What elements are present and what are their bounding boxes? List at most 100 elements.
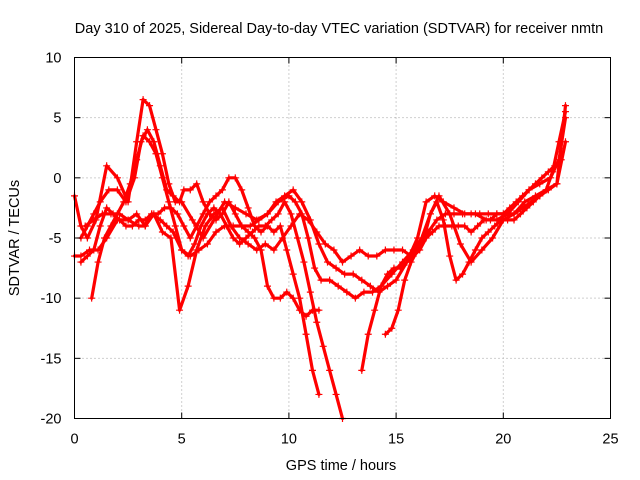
data-point bbox=[326, 276, 334, 284]
data-point bbox=[141, 216, 149, 224]
data-point bbox=[512, 198, 520, 206]
data-point bbox=[416, 246, 424, 254]
data-point bbox=[296, 294, 304, 302]
y-tick-label: 10 bbox=[45, 51, 61, 67]
data-point bbox=[561, 108, 569, 116]
data-point bbox=[555, 138, 563, 146]
data-point bbox=[193, 180, 201, 188]
data-point bbox=[510, 210, 518, 218]
data-point bbox=[351, 294, 359, 302]
data-point bbox=[390, 264, 398, 272]
data-point bbox=[148, 210, 156, 218]
series-track-2 bbox=[71, 114, 569, 296]
data-point bbox=[381, 246, 389, 254]
data-point bbox=[291, 198, 299, 206]
data-point bbox=[308, 366, 316, 374]
data-point bbox=[364, 252, 372, 260]
data-point bbox=[143, 126, 151, 134]
data-point bbox=[199, 198, 207, 206]
data-point bbox=[450, 204, 458, 212]
data-point bbox=[251, 234, 259, 242]
data-point bbox=[476, 210, 484, 218]
data-point bbox=[212, 228, 220, 236]
data-point bbox=[103, 204, 111, 212]
data-point bbox=[392, 276, 400, 284]
data-point bbox=[88, 294, 96, 302]
data-point bbox=[180, 222, 188, 230]
data-point bbox=[186, 186, 194, 194]
data-point bbox=[300, 258, 308, 266]
data-point bbox=[212, 216, 220, 224]
data-point bbox=[452, 276, 460, 284]
data-point bbox=[330, 246, 338, 254]
data-point bbox=[358, 366, 366, 374]
data-point bbox=[341, 270, 349, 278]
data-point bbox=[152, 126, 160, 134]
data-point bbox=[176, 198, 184, 206]
data-point bbox=[96, 222, 104, 230]
data-point bbox=[326, 366, 334, 374]
series-track-5 bbox=[88, 132, 346, 422]
data-point bbox=[116, 216, 124, 224]
data-point bbox=[321, 240, 329, 248]
data-point bbox=[210, 210, 218, 218]
data-point bbox=[332, 264, 340, 272]
data-point bbox=[152, 150, 160, 158]
data-point bbox=[313, 228, 321, 236]
data-point bbox=[381, 330, 389, 338]
data-point bbox=[519, 192, 527, 200]
data-point bbox=[107, 222, 115, 230]
data-point bbox=[448, 222, 456, 230]
data-point bbox=[538, 174, 546, 182]
data-point bbox=[366, 282, 374, 290]
data-point bbox=[90, 246, 98, 254]
data-point bbox=[317, 276, 325, 284]
data-point bbox=[296, 210, 304, 218]
data-point bbox=[225, 174, 233, 182]
data-point bbox=[270, 246, 278, 254]
data-point bbox=[178, 246, 186, 254]
data-series bbox=[71, 96, 569, 422]
y-axis-label: SDTVAR / TECUs bbox=[7, 180, 23, 296]
data-point bbox=[396, 264, 404, 272]
data-point bbox=[244, 204, 252, 212]
grid-lines bbox=[74, 57, 611, 419]
series-line bbox=[360, 158, 563, 372]
data-point bbox=[154, 210, 162, 218]
data-point bbox=[474, 222, 482, 230]
data-point bbox=[206, 198, 214, 206]
data-point bbox=[270, 294, 278, 302]
data-point bbox=[516, 210, 524, 218]
data-point bbox=[109, 210, 117, 218]
data-point bbox=[268, 216, 276, 224]
data-point bbox=[439, 198, 447, 206]
data-point bbox=[506, 204, 514, 212]
data-point bbox=[167, 204, 175, 212]
data-point bbox=[356, 246, 364, 254]
data-point bbox=[561, 102, 569, 110]
data-point bbox=[435, 222, 443, 230]
data-point bbox=[120, 198, 128, 206]
data-point bbox=[531, 180, 539, 188]
data-point bbox=[126, 180, 134, 188]
data-point bbox=[276, 294, 284, 302]
data-point bbox=[238, 186, 246, 194]
series-line bbox=[90, 134, 345, 421]
data-point bbox=[441, 222, 449, 230]
data-point bbox=[163, 222, 171, 230]
data-point bbox=[139, 132, 147, 140]
data-point bbox=[465, 258, 473, 266]
series-track-4 bbox=[81, 138, 569, 314]
data-point bbox=[180, 186, 188, 194]
series-track-1 bbox=[71, 96, 569, 302]
data-point bbox=[529, 198, 537, 206]
x-tick-label: 20 bbox=[495, 432, 511, 448]
data-point bbox=[255, 216, 263, 224]
data-point bbox=[276, 222, 284, 230]
data-point bbox=[467, 228, 475, 236]
data-point bbox=[263, 210, 271, 218]
data-point bbox=[169, 192, 177, 200]
data-point bbox=[467, 210, 475, 218]
data-point bbox=[536, 192, 544, 200]
data-point bbox=[358, 276, 366, 284]
